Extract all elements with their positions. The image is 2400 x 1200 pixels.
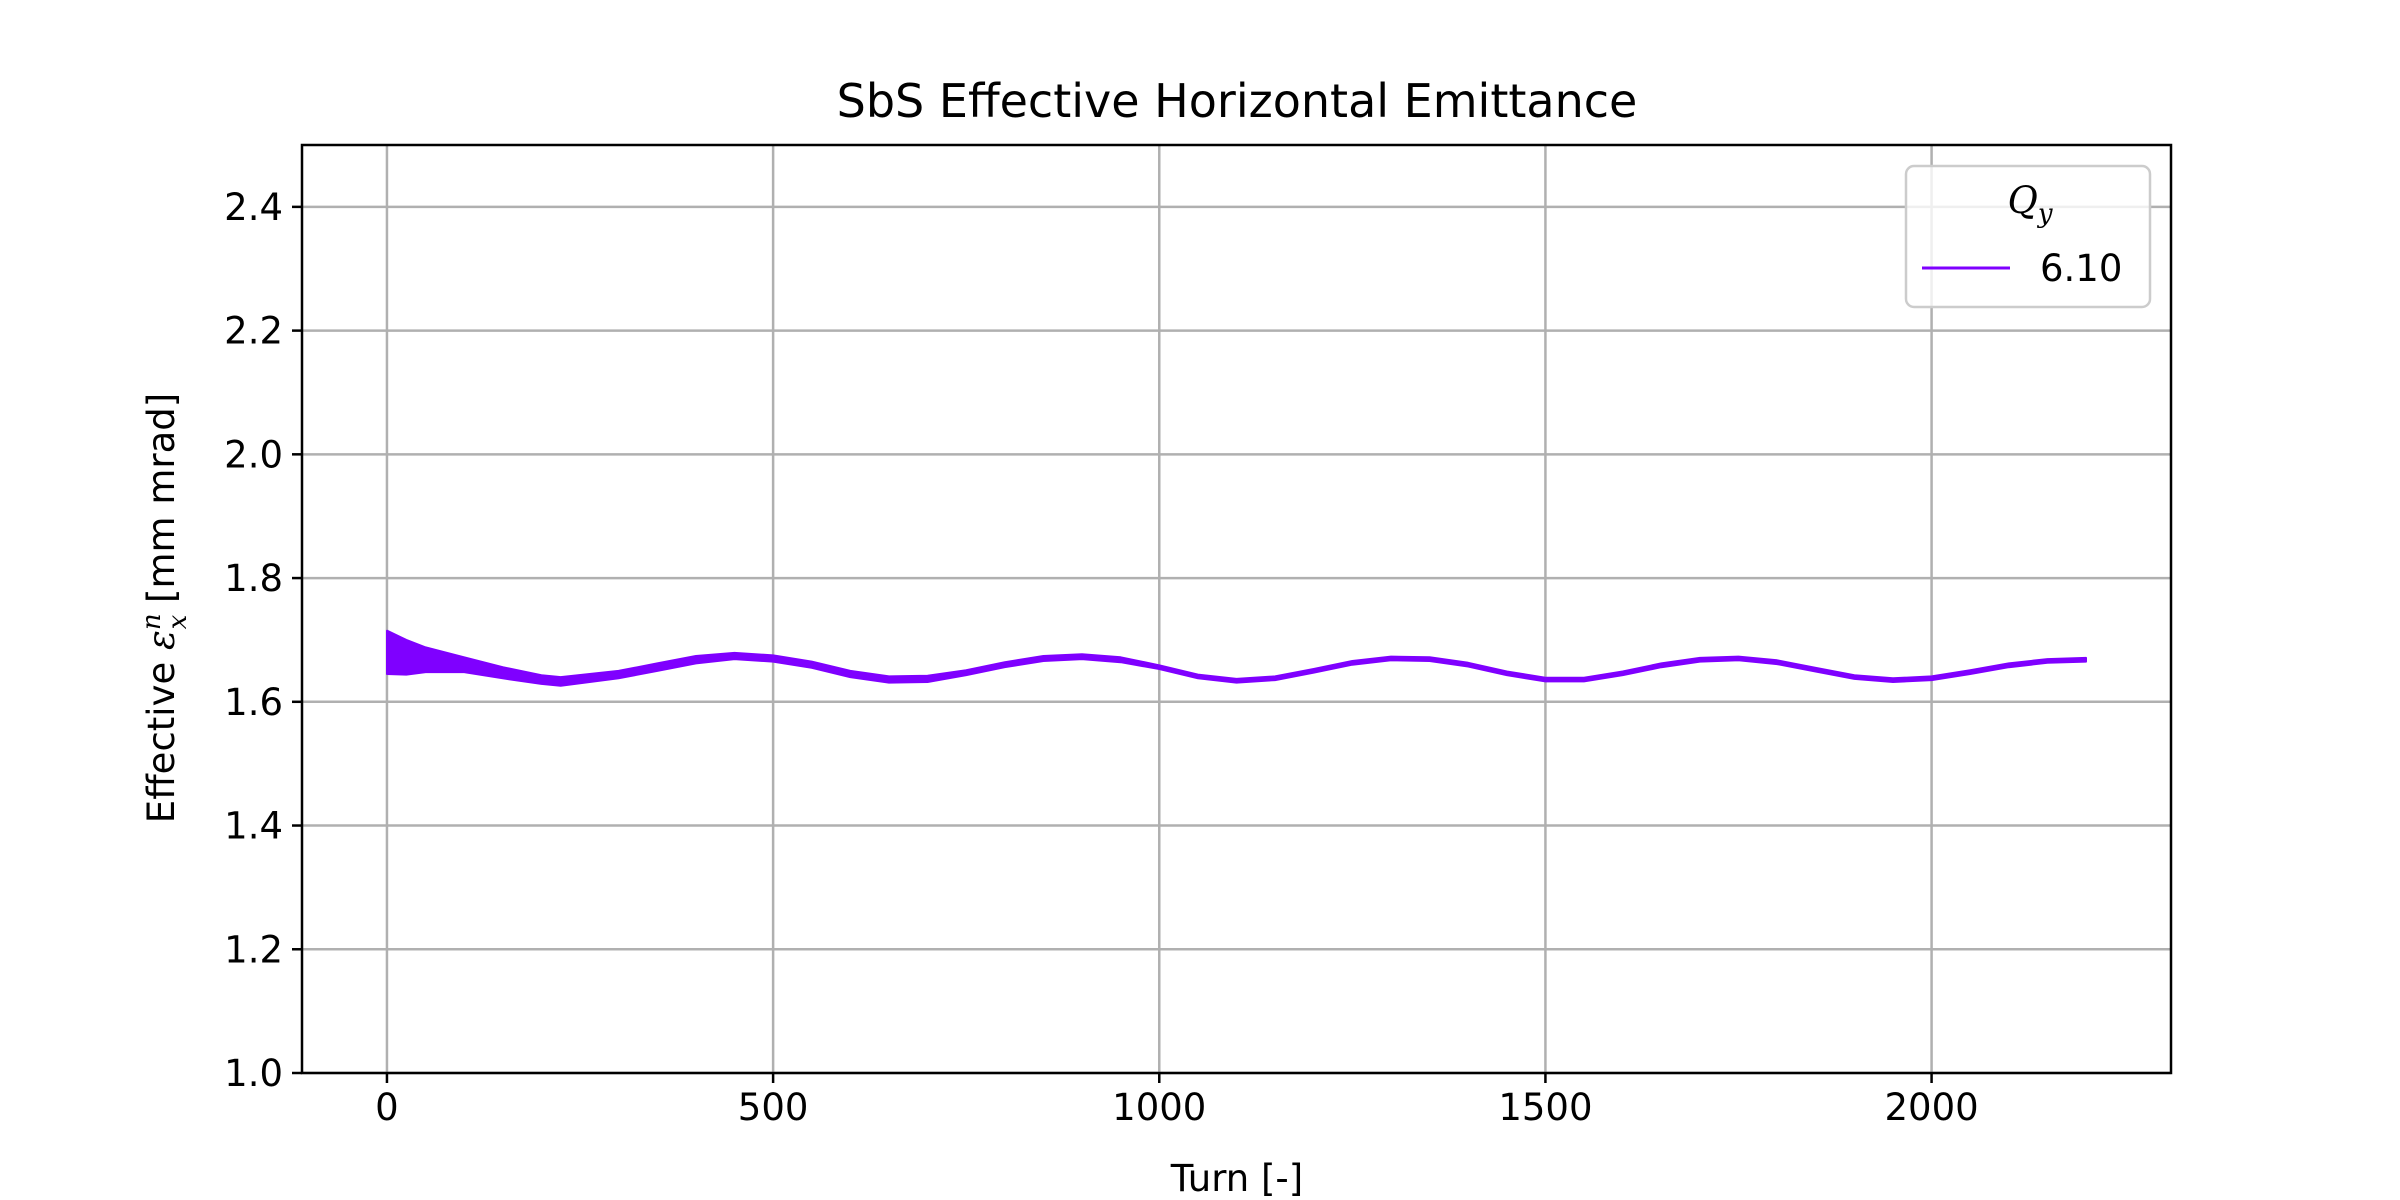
grid xyxy=(302,145,2171,1075)
ticks: 0 500 1000 1500 2000 1.0 1.2 1.4 1.6 1.8 2.0 2.2 2.4 xyxy=(224,186,1979,1129)
plot-frame xyxy=(300,143,2173,1075)
legend: Qy 6.10 xyxy=(1904,164,2152,309)
legend-title-subscript: y xyxy=(2037,199,2053,229)
x-tick-label: 2000 xyxy=(1884,1086,1978,1129)
y-axis-label-suffix: [mm mrad] xyxy=(140,393,183,615)
y-axis-label-subscript: x xyxy=(163,614,193,629)
legend-title-symbol: Q xyxy=(2007,179,2037,222)
x-axis-label: Turn [-] xyxy=(1170,1157,1303,1200)
series-layer xyxy=(386,629,2087,687)
legend-title: Qy xyxy=(2007,179,2052,229)
legend-box xyxy=(1904,164,2152,309)
y-tick-label: 1.0 xyxy=(224,1052,283,1095)
y-tick-label: 1.2 xyxy=(224,928,283,971)
x-tick-label: 500 xyxy=(738,1086,809,1129)
chart-title: SbS Effective Horizontal Emittance xyxy=(837,74,1638,128)
x-tick-label: 1500 xyxy=(1498,1086,1592,1129)
y-axis-label: Effective εnx [mm mrad] xyxy=(137,393,193,823)
y-tick-label: 2.2 xyxy=(224,310,283,353)
y-tick-label: 2.4 xyxy=(224,186,283,229)
y-tick-label: 1.6 xyxy=(224,681,283,724)
legend-label-series-6-10: 6.10 xyxy=(2040,247,2122,290)
series-line-6-10 xyxy=(386,650,2087,683)
y-axis-label-prefix: Effective xyxy=(140,650,183,823)
x-tick-label: 1000 xyxy=(1112,1086,1206,1129)
y-axis-label-symbol: ε xyxy=(140,630,183,650)
y-tick-label: 1.8 xyxy=(224,557,283,600)
y-tick-label: 2.0 xyxy=(224,433,283,476)
y-tick-label: 1.4 xyxy=(224,805,283,848)
x-tick-label: 0 xyxy=(375,1086,399,1129)
y-axis-label-superscript: n xyxy=(137,613,167,630)
